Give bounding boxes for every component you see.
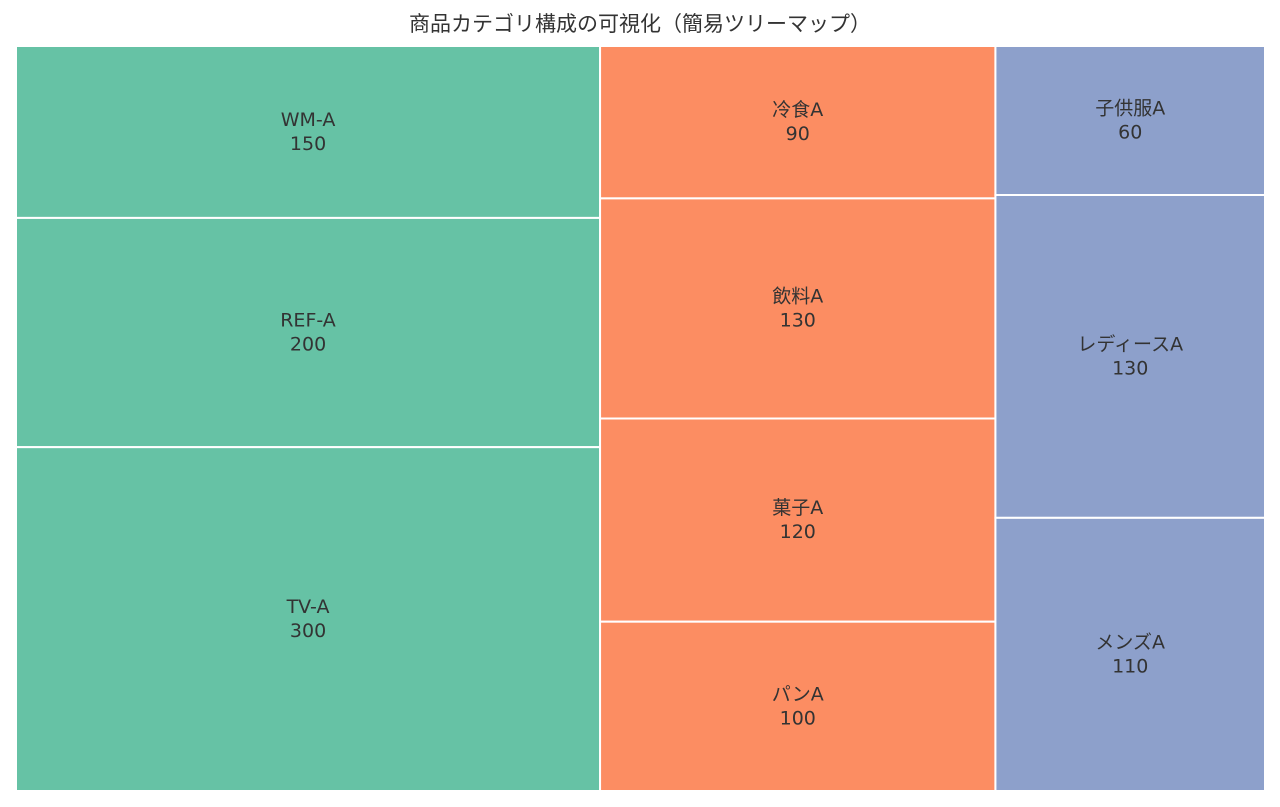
tile-name-label: メンズA xyxy=(1095,631,1165,653)
treemap-tile xyxy=(599,417,997,623)
tile-value-label: 100 xyxy=(780,707,816,729)
tile-value-label: 150 xyxy=(290,133,326,155)
tile-name-label: 冷食A xyxy=(772,99,823,121)
tile-name-label: レディースA xyxy=(1077,333,1183,355)
chart-title: 商品カテゴリ構成の可視化（簡易ツリーマップ） xyxy=(409,12,871,36)
tile-name-label: WM-A xyxy=(281,109,336,131)
tile-value-label: 200 xyxy=(290,334,326,356)
tile-value-label: 120 xyxy=(780,521,816,543)
treemap-tile xyxy=(599,620,997,792)
treemap-tile xyxy=(994,194,1266,519)
treemap-tile xyxy=(994,45,1266,196)
tile-value-label: 110 xyxy=(1112,655,1148,677)
treemap-tile xyxy=(15,446,602,792)
tile-name-label: 菓子A xyxy=(772,497,823,519)
tile-value-label: 130 xyxy=(1112,357,1148,379)
treemap-tile xyxy=(599,197,997,420)
tile-name-label: TV-A xyxy=(286,596,330,618)
tile-name-label: 飲料A xyxy=(772,285,823,307)
treemap-tile xyxy=(599,45,997,200)
tile-value-label: 60 xyxy=(1118,122,1142,144)
treemap-tile xyxy=(994,516,1266,792)
tile-value-label: 300 xyxy=(290,620,326,642)
tile-name-label: パンA xyxy=(772,683,824,705)
treemap-tile xyxy=(15,45,602,219)
tile-name-label: 子供服A xyxy=(1095,98,1165,120)
tile-value-label: 90 xyxy=(786,123,810,145)
tile-name-label: REF-A xyxy=(280,310,336,332)
tile-value-label: 130 xyxy=(780,309,816,331)
treemap-tile xyxy=(15,216,602,449)
